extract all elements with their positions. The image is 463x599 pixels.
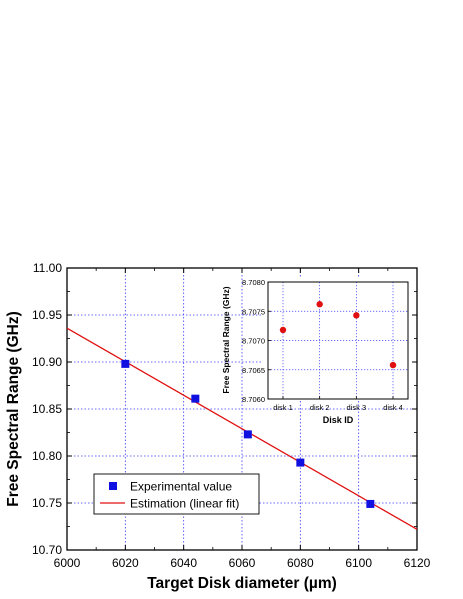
main-x-tick-label: 6020 xyxy=(112,556,139,570)
legend: Experimental value Estimation (linear fi… xyxy=(93,473,260,515)
main-y-tick-label: 10.90 xyxy=(32,355,62,369)
inset-grid xyxy=(268,282,408,399)
main-chart: 6000 6020 6040 6060 6080 6100 6120 10.7010.751… xyxy=(5,261,431,592)
experimental-point xyxy=(121,359,130,368)
main-x-tick-label: 6040 xyxy=(170,556,197,570)
main-x-tick-label: 6100 xyxy=(345,556,372,570)
legend-fit-label: Estimation (linear fit) xyxy=(130,497,239,511)
inset-x-axis-label: Disk ID xyxy=(323,415,354,425)
main-x-tick-label: 6000 xyxy=(54,556,81,570)
inset-axis-ticks xyxy=(268,281,394,400)
experimental-series xyxy=(121,359,375,508)
inset-y-axis-label: Free Spectral Range (GHz) xyxy=(221,286,231,393)
main-y-tick-label: 10.70 xyxy=(32,543,62,557)
main-y-tick-label: 10.85 xyxy=(32,402,62,416)
main-x-tick-label: 6080 xyxy=(287,556,314,570)
inset-y-tick-label: 8.7065 xyxy=(242,366,265,375)
main-x-tick-labels: 6000 6020 6040 6060 6080 6100 6120 xyxy=(54,556,431,570)
inset-point xyxy=(353,312,360,319)
main-axis-ticks xyxy=(66,267,418,551)
legend-box xyxy=(93,473,260,515)
inset-y-tick-label: 8.7075 xyxy=(242,307,265,316)
inset-point xyxy=(279,326,287,334)
experimental-point xyxy=(296,458,305,467)
legend-experimental-marker xyxy=(109,482,117,490)
inset-x-tick-label: disk 1 xyxy=(273,403,293,412)
main-y-tick-label: 11.00 xyxy=(33,261,62,275)
inset-series xyxy=(279,301,397,369)
main-y-tick-label: 10.75 xyxy=(32,496,62,510)
experimental-point xyxy=(243,430,252,439)
main-y-axis-label: Free Spectral Range (GHz) xyxy=(5,311,22,507)
inset-background xyxy=(262,277,412,399)
main-y-tick-label: 10.80 xyxy=(32,449,62,463)
experimental-point xyxy=(191,394,200,403)
main-y-tick-labels: 10.70 10.75 10.80 10.85 10.90 10.95 11.00 xyxy=(32,261,62,557)
main-x-axis-label: Target Disk diameter (µm) xyxy=(147,575,337,592)
inset-x-tick-label: disk 3 xyxy=(347,403,367,412)
inset-x-tick-label: disk 2 xyxy=(310,403,330,412)
inset-x-tick-label: disk 4 xyxy=(383,403,403,412)
inset-y-tick-labels: 8.7060 8.7065 8.7070 8.7075 8.7080 xyxy=(242,278,265,404)
main-x-tick-label: 6120 xyxy=(404,556,431,570)
main-x-tick-label: 6060 xyxy=(229,556,256,570)
inset-x-tick-labels: disk 1 disk 2 disk 3 disk 4 xyxy=(273,403,403,412)
inset-chart: disk 1 disk 2 disk 3 disk 4 8.70608.70658.7… xyxy=(221,277,412,425)
legend-experimental-label: Experimental value xyxy=(130,480,232,494)
inset-y-tick-label: 8.7080 xyxy=(242,278,265,287)
inset-point xyxy=(316,301,323,308)
inset-y-tick-label: 8.7070 xyxy=(242,337,265,346)
experimental-point xyxy=(366,499,375,508)
inset-y-tick-label: 8.7060 xyxy=(242,395,265,404)
main-y-tick-label: 10.95 xyxy=(32,308,62,322)
inset-point xyxy=(389,361,397,369)
